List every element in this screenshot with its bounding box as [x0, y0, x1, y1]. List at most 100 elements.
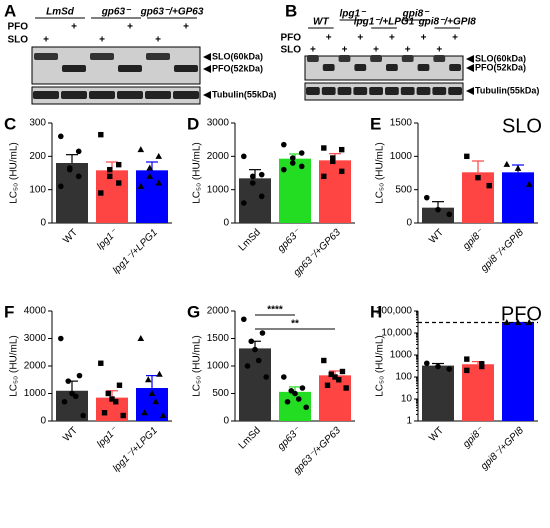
point — [292, 390, 298, 397]
point — [144, 376, 152, 383]
point — [252, 346, 258, 353]
point — [137, 335, 145, 341]
panel-letter: D — [187, 114, 199, 133]
x-tick-label: WT — [427, 425, 446, 444]
bar — [502, 172, 534, 223]
bar — [319, 160, 351, 223]
plus: + — [421, 33, 427, 44]
plus: + — [436, 45, 442, 56]
point — [503, 160, 511, 167]
band — [449, 64, 461, 71]
band — [145, 91, 171, 99]
y-tick-label: 0 — [223, 218, 229, 229]
band — [433, 55, 446, 62]
band — [90, 53, 114, 60]
y-tick-label: 3000 — [24, 333, 47, 344]
point — [525, 319, 533, 326]
x-tick-label: WT — [427, 227, 446, 246]
band-label: PFO(52kDa) — [212, 63, 263, 73]
y-tick-label: 1000 — [207, 361, 230, 372]
x-tick-label: gpi8⁻ — [461, 425, 486, 450]
y-tick-label: 10,000 — [381, 328, 412, 339]
point — [339, 146, 345, 153]
plus: + — [71, 22, 77, 33]
plus: + — [452, 33, 458, 44]
row-label: PFO — [280, 33, 301, 44]
band — [62, 65, 86, 72]
y-axis-label: LC₅₀ (HU/mL) — [375, 335, 386, 397]
point — [435, 363, 441, 370]
row-label: SLO — [7, 35, 28, 46]
band — [354, 64, 367, 71]
band — [321, 87, 336, 95]
band — [386, 64, 398, 71]
point — [120, 412, 126, 419]
point — [249, 180, 256, 186]
point — [332, 374, 338, 380]
bar — [502, 322, 534, 421]
point — [263, 374, 270, 380]
y-tick-label: 0 — [40, 416, 46, 427]
bar — [136, 170, 168, 223]
point — [116, 382, 123, 388]
point — [155, 179, 163, 186]
point — [241, 316, 247, 323]
y-tick-label: 1500 — [207, 333, 230, 344]
point — [479, 361, 485, 367]
panel-letter: A — [4, 1, 16, 20]
significance-label: ** — [291, 319, 299, 330]
point — [424, 194, 430, 201]
y-axis-label: LC₅₀ (HU/mL) — [192, 335, 203, 397]
x-tick-label: gpi8⁻/+GPI8 — [479, 227, 526, 274]
y-tick-label: 2000 — [207, 151, 230, 162]
point — [107, 173, 113, 180]
panel-letter: F — [4, 302, 14, 321]
panel-letter: B — [285, 1, 297, 20]
band — [369, 87, 383, 95]
y-tick-label: 10 — [401, 394, 413, 405]
point — [298, 163, 305, 170]
band — [432, 87, 447, 95]
point — [299, 385, 306, 391]
point — [330, 158, 336, 165]
band — [33, 91, 59, 99]
band — [400, 87, 415, 95]
point — [303, 404, 310, 411]
point — [324, 382, 331, 388]
point — [321, 173, 327, 180]
y-tick-label: 100 — [29, 184, 46, 195]
point — [76, 372, 83, 379]
point — [61, 398, 68, 405]
point — [155, 152, 163, 159]
band — [337, 87, 352, 95]
point — [249, 173, 256, 180]
x-tick-label: lpg1⁻ — [95, 227, 120, 252]
point — [475, 174, 481, 181]
point — [109, 396, 115, 402]
band — [306, 87, 320, 95]
y-tick-label: 1000 — [24, 388, 47, 399]
group-label: lpg1⁻ — [339, 9, 367, 20]
y-tick-label: 3000 — [207, 118, 230, 129]
bar — [462, 364, 494, 421]
point — [241, 153, 247, 160]
point — [75, 148, 82, 155]
point — [58, 133, 64, 140]
group-label: gpi8⁻/+GPI8 — [418, 17, 477, 28]
group-label: gp63⁻ — [101, 7, 132, 18]
point — [98, 360, 104, 366]
point — [156, 370, 163, 377]
point — [289, 160, 296, 166]
y-tick-label: 1500 — [390, 118, 413, 129]
band — [353, 87, 368, 95]
band-label: Tubulin(55kDa) — [212, 89, 276, 99]
point — [446, 366, 453, 372]
point — [339, 368, 346, 375]
point — [152, 398, 160, 405]
point — [58, 335, 64, 342]
band — [118, 65, 142, 72]
y-tick-label: 2000 — [207, 306, 230, 317]
group-label: gpi8⁻ — [402, 9, 431, 20]
y-axis-label: LC₅₀ (HU/mL) — [9, 142, 20, 204]
point — [98, 190, 104, 196]
